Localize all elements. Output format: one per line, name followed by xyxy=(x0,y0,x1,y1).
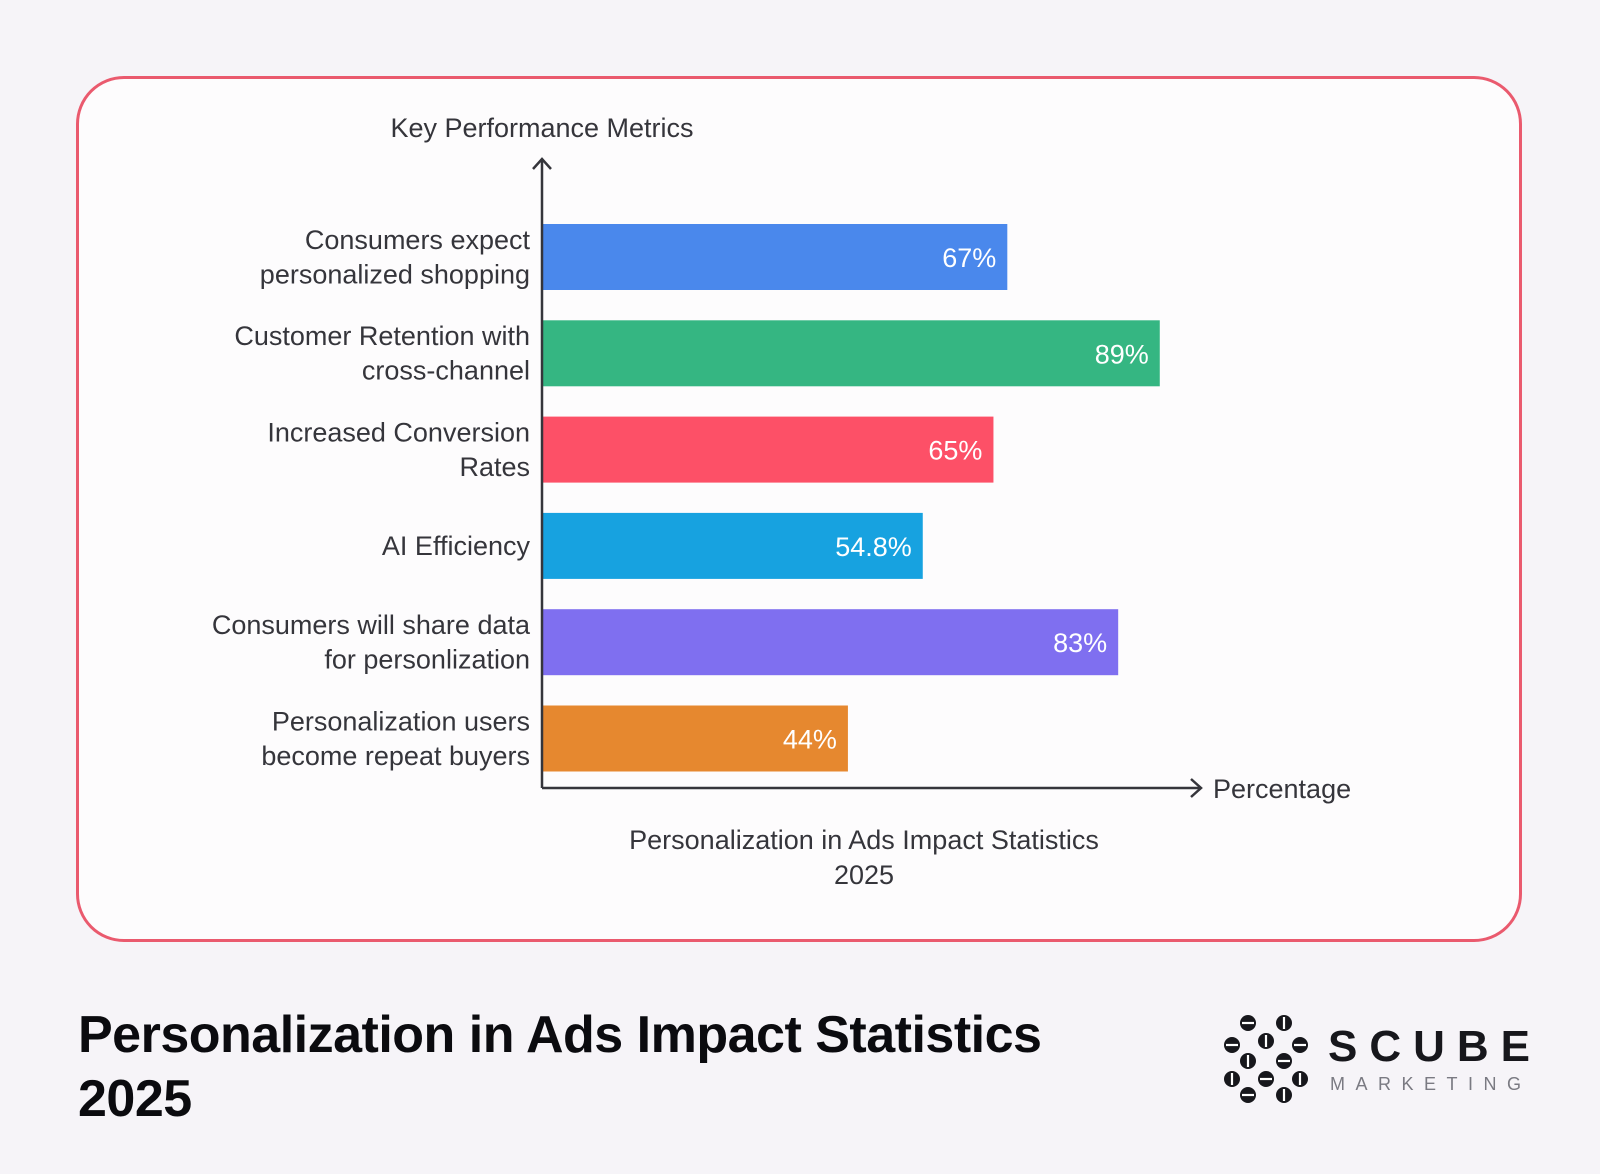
scube-logo-icon xyxy=(1224,1015,1308,1103)
category-label-2-line-2: cross-channel xyxy=(362,356,530,386)
data-label-1: 67% xyxy=(942,243,996,273)
page-title-line-1: Personalization in Ads Impact Statistics xyxy=(78,1006,1042,1064)
category-label-3-line-2: Rates xyxy=(459,452,530,482)
bar-3 xyxy=(543,416,994,483)
bar-1 xyxy=(543,224,1008,290)
category-label-1-line-1: Consumers expect xyxy=(305,225,531,255)
data-label-3: 65% xyxy=(928,436,982,466)
page-title-line-2: 2025 xyxy=(78,1070,192,1128)
data-label-6: 44% xyxy=(783,725,837,755)
bar-4 xyxy=(543,512,923,579)
data-label-5: 83% xyxy=(1053,628,1107,658)
brand-subtitle: MARKETING xyxy=(1330,1074,1532,1094)
data-label-2: 89% xyxy=(1095,339,1149,369)
category-label-6-line-2: become repeat buyers xyxy=(261,741,530,771)
bar-chart: 67% Consumers expect personalized shopping… xyxy=(212,113,1351,890)
brand-name: SCUBE xyxy=(1328,1022,1543,1071)
chart-card: 67% Consumers expect personalized shopping… xyxy=(76,76,1522,942)
brand-logo: SCUBE MARKETING xyxy=(1224,1015,1530,1105)
chart-title-line-2: 2025 xyxy=(834,860,894,890)
category-label-2-line-1: Customer Retention with xyxy=(234,321,530,351)
category-label-1-line-2: personalized shopping xyxy=(260,259,530,289)
category-label-6-line-1: Personalization users xyxy=(272,706,530,736)
bar-6 xyxy=(543,705,848,772)
y-axis-arrow xyxy=(532,157,552,170)
x-axis-arrow xyxy=(1190,778,1203,798)
bar-5 xyxy=(543,609,1119,676)
bar-2 xyxy=(543,320,1160,387)
page-title: Personalization in Ads Impact Statistics… xyxy=(78,1003,1042,1131)
y-axis-label: Key Performance Metrics xyxy=(390,113,693,143)
category-label-4-line-1: AI Efficiency xyxy=(382,531,531,561)
x-axis-label: Percentage xyxy=(1213,774,1351,804)
category-label-5-line-2: for personlization xyxy=(324,644,530,674)
category-label-3-line-1: Increased Conversion xyxy=(267,417,530,447)
chart-title-line-1: Personalization in Ads Impact Statistics xyxy=(629,825,1099,855)
category-label-5-line-1: Consumers will share data xyxy=(212,610,531,640)
data-label-4: 54.8% xyxy=(835,532,912,562)
